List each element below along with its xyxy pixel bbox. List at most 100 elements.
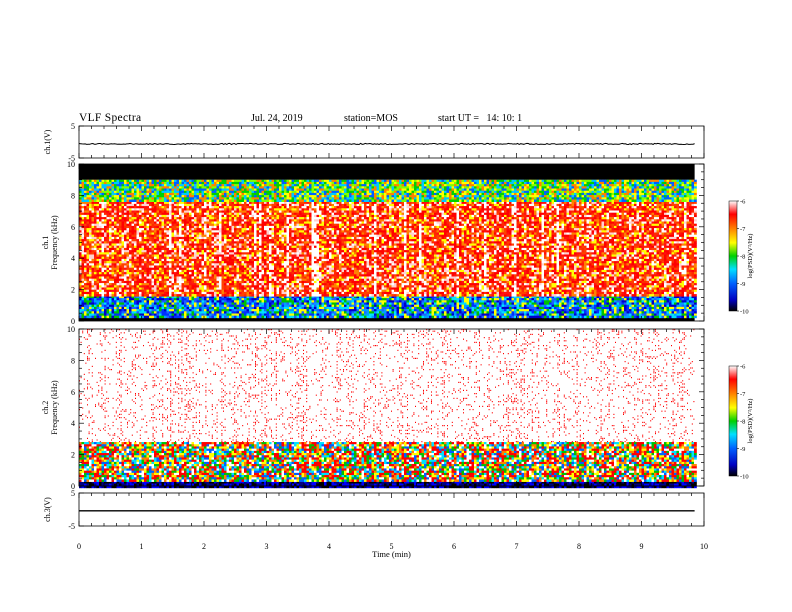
band-pixel bbox=[659, 306, 662, 310]
band-pixel bbox=[604, 295, 607, 299]
band-pixel bbox=[91, 265, 95, 268]
band-pixel bbox=[186, 201, 190, 205]
band-pixel bbox=[171, 247, 175, 251]
band-pixel bbox=[139, 208, 142, 211]
band-pixel bbox=[211, 287, 215, 290]
band-pixel bbox=[216, 250, 220, 253]
band-pixel bbox=[376, 300, 380, 303]
band-pixel bbox=[441, 304, 445, 308]
band-pixel bbox=[79, 298, 82, 301]
band-pixel bbox=[639, 306, 642, 310]
band-pixel bbox=[84, 236, 87, 240]
band-pixel bbox=[671, 315, 675, 319]
band-pixel bbox=[174, 269, 177, 273]
band-pixel bbox=[164, 236, 167, 240]
band-pixel bbox=[261, 306, 265, 310]
band-pixel bbox=[139, 302, 142, 305]
band-pixel bbox=[174, 206, 177, 209]
band-pixel bbox=[564, 295, 567, 299]
band-pixel bbox=[156, 311, 160, 314]
band-pixel bbox=[186, 280, 190, 284]
band-pixel bbox=[554, 300, 557, 303]
band-pixel bbox=[204, 208, 207, 211]
band-pixel bbox=[104, 214, 107, 218]
band-pixel bbox=[104, 267, 107, 271]
band-pixel bbox=[246, 315, 250, 319]
band-pixel bbox=[106, 315, 110, 319]
band-pixel bbox=[129, 272, 132, 275]
band-pixel bbox=[204, 212, 207, 216]
band-pixel bbox=[421, 304, 425, 308]
band-pixel bbox=[341, 304, 345, 308]
band-pixel bbox=[444, 300, 447, 303]
band-pixel bbox=[639, 309, 642, 312]
band-pixel bbox=[214, 221, 217, 224]
band-pixel bbox=[186, 254, 190, 257]
band-pixel bbox=[286, 304, 290, 308]
band-pixel bbox=[119, 269, 122, 273]
band-pixel bbox=[161, 283, 165, 286]
band-pixel bbox=[96, 280, 100, 284]
band-pixel bbox=[209, 258, 212, 262]
band-pixel bbox=[206, 258, 210, 262]
band-pixel bbox=[579, 304, 582, 308]
band-pixel bbox=[101, 265, 105, 268]
band-pixel bbox=[499, 309, 502, 312]
band-pixel bbox=[499, 306, 502, 310]
band-pixel bbox=[306, 300, 310, 303]
band-pixel bbox=[429, 300, 432, 303]
band-pixel bbox=[436, 311, 440, 314]
band-pixel bbox=[184, 294, 187, 297]
band-pixel bbox=[126, 206, 130, 209]
band-pixel bbox=[359, 295, 362, 299]
band-pixel bbox=[141, 214, 145, 218]
band-pixel bbox=[411, 302, 415, 305]
band-pixel bbox=[539, 300, 542, 303]
band-pixel bbox=[571, 306, 575, 310]
band-pixel bbox=[141, 250, 145, 253]
band-pixel bbox=[454, 309, 457, 312]
band-pixel bbox=[184, 217, 187, 220]
band-pixel bbox=[191, 309, 195, 312]
band-pixel bbox=[211, 252, 215, 255]
band-pixel bbox=[599, 309, 602, 312]
band-pixel bbox=[349, 295, 352, 299]
band-pixel bbox=[104, 265, 107, 268]
band-pixel bbox=[204, 217, 207, 220]
band-pixel bbox=[176, 247, 180, 251]
band-pixel bbox=[194, 306, 197, 310]
band-pixel bbox=[239, 295, 242, 299]
band-pixel bbox=[199, 243, 202, 246]
band-pixel bbox=[154, 247, 157, 251]
band-pixel bbox=[211, 302, 215, 305]
band-pixel bbox=[84, 265, 87, 268]
band-pixel bbox=[144, 265, 147, 268]
band-pixel bbox=[166, 243, 170, 246]
band-pixel bbox=[94, 250, 97, 253]
band-pixel bbox=[176, 304, 180, 308]
band-pixel bbox=[136, 228, 140, 231]
band-pixel bbox=[161, 267, 165, 271]
band-pixel bbox=[159, 280, 162, 284]
band-pixel bbox=[106, 247, 110, 251]
band-pixel bbox=[169, 289, 172, 293]
band-pixel bbox=[179, 236, 182, 240]
band-pixel bbox=[284, 295, 287, 299]
band-pixel bbox=[119, 302, 122, 305]
band-pixel bbox=[139, 254, 142, 257]
band-pixel bbox=[509, 315, 512, 319]
band-pixel bbox=[214, 236, 217, 240]
band-pixel bbox=[216, 254, 220, 257]
band-pixel bbox=[656, 298, 660, 301]
band-pixel bbox=[121, 241, 125, 244]
band-pixel bbox=[579, 313, 582, 316]
band-pixel bbox=[169, 285, 172, 288]
band-pixel bbox=[131, 252, 135, 255]
band-pixel bbox=[124, 306, 127, 310]
band-pixel bbox=[91, 228, 95, 231]
band-pixel bbox=[136, 225, 140, 229]
band-pixel bbox=[129, 219, 132, 222]
band-pixel bbox=[154, 203, 157, 207]
band-pixel bbox=[129, 287, 132, 290]
band-pixel bbox=[309, 298, 312, 301]
